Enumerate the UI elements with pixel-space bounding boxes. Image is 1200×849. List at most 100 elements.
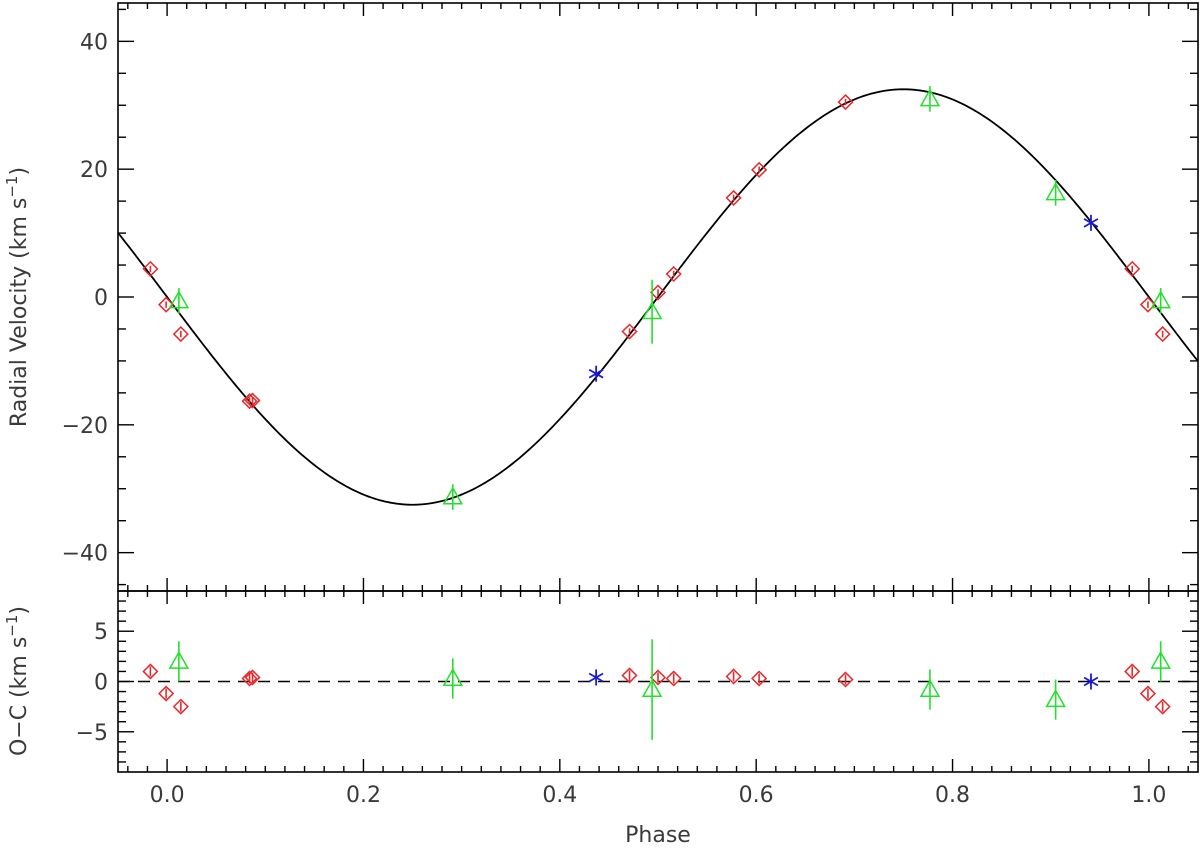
triangle-marker bbox=[919, 88, 941, 107]
diamond-marker bbox=[244, 392, 261, 409]
y-tick-label: −5 bbox=[76, 721, 108, 746]
y-tick-label: −40 bbox=[62, 542, 108, 567]
diamond-point bbox=[244, 392, 261, 409]
triangle-marker bbox=[1150, 650, 1171, 669]
diamond-marker bbox=[751, 161, 768, 178]
triangle-marker bbox=[1045, 182, 1066, 201]
x-tick-label: 0.4 bbox=[542, 783, 577, 808]
triangle-point bbox=[1150, 641, 1171, 682]
diamond-marker bbox=[142, 260, 159, 277]
residuals-panel: −5 0 5 0.0 0.2 0.4 0.6 0.8 1.0 bbox=[76, 590, 1199, 808]
triangle-point bbox=[1150, 288, 1171, 314]
diamond-point bbox=[751, 670, 768, 687]
diamond-point bbox=[158, 296, 175, 313]
triangle-marker bbox=[919, 679, 941, 698]
triangle-point bbox=[919, 86, 941, 112]
diamond-point bbox=[665, 265, 682, 283]
triangle-point bbox=[1045, 180, 1066, 206]
x-axis-title: Phase bbox=[625, 823, 691, 848]
triangle-marker bbox=[168, 650, 190, 669]
diamond-marker bbox=[837, 94, 854, 111]
triangle-point bbox=[919, 669, 941, 710]
triangle-point bbox=[168, 288, 190, 314]
diamond-point bbox=[1139, 685, 1156, 702]
diamond-point bbox=[142, 663, 159, 680]
diamond-marker bbox=[649, 284, 667, 301]
top-y-axis-title-sup: −1 bbox=[3, 176, 21, 198]
bottom-y-axis-title-main: O−C (km s bbox=[7, 637, 32, 756]
x-tick-label: 0.8 bbox=[935, 783, 970, 808]
top-y-axis-title-main: Radial Velocity (km s bbox=[7, 198, 32, 427]
asterisk-stroke bbox=[1083, 676, 1099, 687]
x-tick-label: 0.0 bbox=[150, 783, 185, 808]
x-tick-label: 0.2 bbox=[346, 783, 381, 808]
diamond-point bbox=[665, 670, 682, 687]
diamond-marker bbox=[751, 670, 768, 687]
y-tick-label: 40 bbox=[80, 30, 108, 55]
asterisk-stroke bbox=[588, 368, 604, 379]
asterisk-point bbox=[588, 365, 604, 382]
diamond-point bbox=[142, 260, 159, 277]
diamond-marker bbox=[665, 265, 682, 283]
triangle-point bbox=[442, 484, 464, 510]
diamond-marker bbox=[1154, 326, 1171, 343]
diamond-point bbox=[751, 161, 768, 178]
diamond-marker bbox=[665, 670, 682, 687]
diamond-marker bbox=[172, 698, 189, 715]
diamond-marker bbox=[172, 326, 189, 343]
triangle-marker bbox=[641, 679, 663, 698]
diamond-point bbox=[621, 667, 638, 684]
orbit-model-curve bbox=[118, 88, 1198, 506]
diamond-marker bbox=[1124, 663, 1141, 680]
x-tick-label: 1.0 bbox=[1131, 783, 1166, 808]
diamond-point bbox=[837, 671, 854, 688]
diamond-marker bbox=[649, 669, 667, 686]
diamond-point bbox=[244, 669, 261, 686]
diamond-point bbox=[1154, 698, 1171, 715]
diamond-marker bbox=[1154, 698, 1171, 715]
diamond-point bbox=[649, 284, 667, 301]
diamond-point bbox=[837, 94, 854, 111]
diamond-marker bbox=[1139, 685, 1156, 702]
diamond-point bbox=[649, 669, 667, 686]
radial-velocity-panel: −40 −20 0 20 40 bbox=[62, 2, 1199, 592]
diamond-point bbox=[172, 326, 189, 343]
triangle-marker bbox=[442, 486, 464, 505]
x-tick-label: 0.6 bbox=[739, 783, 774, 808]
diamond-point bbox=[241, 393, 258, 410]
diamond-marker bbox=[621, 323, 638, 340]
diamond-marker bbox=[1139, 296, 1156, 313]
asterisk-point bbox=[1083, 214, 1099, 231]
diamond-point bbox=[158, 685, 175, 702]
diamond-point bbox=[1124, 663, 1141, 680]
diamond-marker bbox=[244, 669, 261, 686]
triangle-point bbox=[641, 639, 663, 740]
diamond-marker bbox=[158, 685, 175, 702]
triangle-marker bbox=[1045, 689, 1066, 708]
top-y-axis-title-close: ) bbox=[7, 167, 32, 176]
triangle-point bbox=[1045, 679, 1066, 720]
top-y-axis-title: Radial Velocity (km s−1) bbox=[3, 167, 32, 427]
y-tick-label: −20 bbox=[62, 414, 108, 439]
bottom-y-axis-title-sup: −1 bbox=[3, 615, 21, 637]
diamond-point bbox=[725, 189, 742, 206]
diamond-marker bbox=[1124, 260, 1141, 277]
asterisk-stroke bbox=[1083, 218, 1099, 228]
diamond-marker bbox=[241, 393, 258, 410]
y-tick-label: 20 bbox=[80, 158, 108, 183]
triangle-marker bbox=[168, 290, 190, 309]
diamond-marker bbox=[725, 189, 742, 206]
triangle-point bbox=[641, 279, 663, 344]
diamond-point bbox=[1124, 260, 1141, 277]
diamond-marker bbox=[142, 663, 159, 680]
diamond-marker bbox=[837, 671, 854, 688]
y-tick-label: 0 bbox=[94, 671, 108, 696]
diamond-point bbox=[1154, 326, 1171, 343]
bottom-y-axis-title-close: ) bbox=[7, 606, 32, 615]
y-tick-label: 0 bbox=[94, 286, 108, 311]
asterisk-point bbox=[588, 669, 604, 686]
y-tick-label: 5 bbox=[94, 620, 108, 645]
diamond-point bbox=[1139, 296, 1156, 313]
triangle-marker bbox=[641, 301, 663, 320]
